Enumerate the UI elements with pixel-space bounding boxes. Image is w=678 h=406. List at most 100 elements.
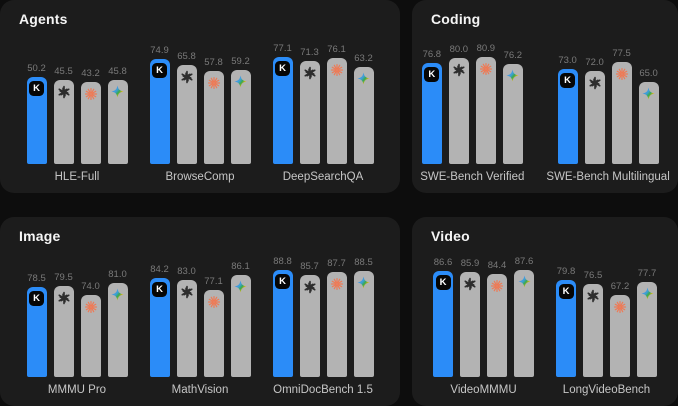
bar-cell-openai: 76.5	[583, 270, 603, 377]
bar-cell-claude: 57.8	[203, 57, 224, 164]
bar-value-label: 50.2	[27, 63, 46, 74]
bar-gemini	[502, 64, 523, 164]
bar-cell-claude: 77.5	[611, 48, 632, 164]
anthropic-asterisk-icon	[206, 294, 221, 309]
bar-cell-claude: 84.4	[487, 260, 507, 377]
bar-value-label: 77.7	[637, 268, 657, 279]
bar-value-label: 85.7	[300, 261, 319, 272]
bar-cell-openai: 72.0	[584, 57, 605, 164]
bar-cell-claude: 67.2	[610, 281, 630, 377]
bar-openai	[299, 275, 320, 377]
benchmark-group: 50.2 K 45.5 43.2 45.8 HLE-Full	[26, 63, 128, 183]
bar-cell-openai: 80.0	[448, 44, 469, 164]
panel-coding: Coding 76.8 K 80.0 80.9 76.2 SWE-Bench Verifie…	[412, 0, 678, 193]
bar-openai	[448, 58, 469, 164]
bar-kimi: K	[421, 63, 442, 164]
bar-openai	[583, 284, 603, 377]
bar-claude	[487, 274, 507, 377]
bar-value-label: 81.0	[108, 269, 127, 280]
bar-gemini	[638, 82, 659, 164]
bar-kimi: K	[433, 271, 453, 377]
bar-gemini	[107, 283, 128, 377]
benchmark-group: 73.0 K 72.0 77.5 65.0 SWE-Bench Multilingual	[546, 48, 669, 183]
bar-value-label: 84.2	[150, 264, 169, 275]
bar-value-label: 59.2	[231, 56, 250, 67]
bar-cluster: 73.0 K 72.0 77.5 65.0	[557, 48, 659, 164]
bar-value-label: 79.5	[54, 272, 73, 283]
benchmark-name-label: MMMU Pro	[47, 384, 107, 396]
bar-value-label: 87.6	[514, 256, 534, 267]
panel-title: Coding	[431, 11, 481, 27]
benchmark-group: 74.9 K 65.8 57.8 59.2 BrowseComp	[149, 45, 251, 183]
kimi-k-icon: K	[152, 282, 167, 297]
bar-cell-kimi: 73.0 K	[557, 55, 578, 164]
benchmark-groups: 86.6 K 85.9 84.4 87.6 VideoMMMU 79.8 K 76.5 67.2 7…	[412, 256, 678, 396]
benchmark-groups: 76.8 K 80.0 80.9 76.2 SWE-Bench Verified 73.0 K…	[412, 43, 678, 183]
benchmark-name-label: DeepSearchQA	[282, 171, 364, 183]
bar-kimi: K	[149, 278, 170, 377]
anthropic-asterisk-icon	[478, 61, 493, 76]
bar-claude	[326, 58, 347, 164]
bar-openai	[53, 80, 74, 164]
bar-cell-gemini: 88.5	[353, 257, 374, 377]
bar-gemini	[230, 70, 251, 164]
bar-kimi: K	[272, 270, 293, 377]
bar-cell-openai: 83.0	[176, 266, 197, 377]
bar-value-label: 77.5	[612, 48, 631, 59]
bar-cell-claude: 76.1	[326, 44, 347, 164]
bar-cell-claude: 77.1	[203, 276, 224, 377]
bar-value-label: 76.1	[327, 44, 346, 55]
bar-kimi: K	[272, 57, 293, 164]
gemini-sparkle-icon	[517, 274, 532, 289]
bar-cell-openai: 65.8	[176, 51, 197, 164]
bar-cell-gemini: 76.2	[502, 50, 523, 164]
anthropic-asterisk-icon	[329, 62, 344, 77]
benchmark-name-label: LongVideoBench	[562, 384, 651, 396]
bar-value-label: 65.8	[177, 51, 196, 62]
openai-logo-icon	[463, 276, 478, 291]
bar-value-label: 87.7	[327, 258, 346, 269]
openai-logo-icon	[586, 288, 601, 303]
benchmark-group: 88.8 K 85.7 87.7 88.5 OmniDocBench 1.5	[272, 256, 374, 396]
anthropic-asterisk-icon	[329, 276, 344, 291]
bar-cell-kimi: 78.5 K	[26, 273, 47, 377]
bar-cell-kimi: 79.8 K	[556, 266, 576, 377]
bar-gemini	[230, 275, 251, 377]
bar-openai	[53, 286, 74, 377]
bar-cell-claude: 43.2	[80, 68, 101, 164]
anthropic-asterisk-icon	[614, 66, 629, 81]
bar-value-label: 77.1	[273, 43, 292, 54]
bar-cell-openai: 85.9	[460, 258, 480, 377]
bar-value-label: 86.1	[231, 261, 250, 272]
kimi-k-icon: K	[275, 61, 290, 76]
openai-logo-icon	[179, 69, 194, 84]
bar-cell-claude: 80.9	[475, 43, 496, 164]
bar-cell-gemini: 86.1	[230, 261, 251, 377]
kimi-k-icon: K	[424, 67, 440, 82]
bar-kimi: K	[26, 287, 47, 377]
bar-value-label: 73.0	[558, 55, 577, 66]
bar-value-label: 85.9	[460, 258, 480, 269]
bar-cluster: 76.8 K 80.0 80.9 76.2	[421, 43, 523, 164]
bar-cluster: 84.2 K 83.0 77.1 86.1	[149, 261, 251, 377]
bar-value-label: 67.2	[610, 281, 630, 292]
bar-cell-gemini: 77.7	[637, 268, 657, 377]
bar-value-label: 72.0	[585, 57, 604, 68]
bar-cluster: 50.2 K 45.5 43.2 45.8	[26, 63, 128, 164]
bar-value-label: 80.9	[476, 43, 496, 54]
bar-cell-gemini: 65.0	[638, 68, 659, 164]
panel-title: Agents	[19, 11, 68, 27]
bar-openai	[299, 61, 320, 164]
bar-kimi: K	[557, 69, 578, 164]
bar-value-label: 88.8	[273, 256, 292, 267]
bar-value-label: 86.6	[433, 257, 453, 268]
anthropic-asterisk-icon	[490, 278, 505, 293]
gemini-sparkle-icon	[110, 287, 125, 302]
benchmark-group: 76.8 K 80.0 80.9 76.2 SWE-Bench Verified	[420, 43, 524, 183]
gemini-sparkle-icon	[640, 286, 655, 301]
bar-kimi: K	[556, 280, 576, 377]
bar-claude	[475, 57, 496, 164]
anthropic-asterisk-icon	[613, 299, 628, 314]
bar-value-label: 83.0	[177, 266, 196, 277]
